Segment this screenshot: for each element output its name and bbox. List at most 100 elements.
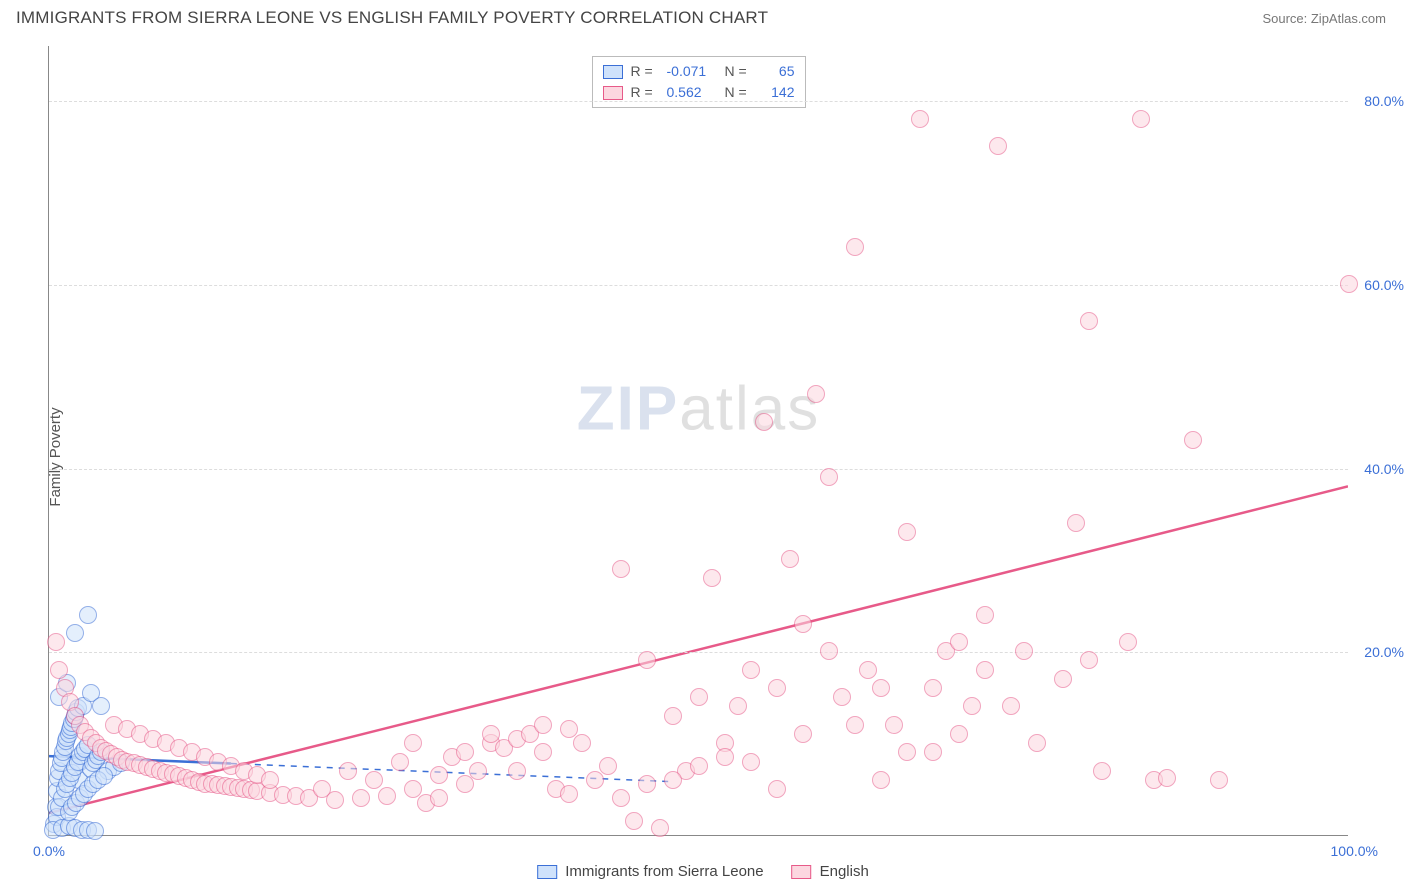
data-point-english [1067,514,1085,532]
data-point-english [872,679,890,697]
data-point-english [794,615,812,633]
data-point-sierra_leone [92,697,110,715]
data-point-english [391,753,409,771]
legend-swatch [537,865,557,879]
watermark: ZIPatlas [577,373,820,444]
y-tick-label: 60.0% [1364,277,1404,293]
data-point-english [365,771,383,789]
data-point-english [898,523,916,541]
y-tick-label: 20.0% [1364,644,1404,660]
data-point-english [742,661,760,679]
data-point-english [820,468,838,486]
legend-stat-row-sierra_leone: R = -0.071 N = 65 [603,61,795,82]
data-point-sierra_leone [66,624,84,642]
legend-r-label: R = [631,82,659,103]
data-point-english [1184,431,1202,449]
legend-swatch [603,86,623,100]
data-point-english [534,743,552,761]
data-point-english [963,697,981,715]
gridline [49,652,1348,653]
data-point-english [456,775,474,793]
series-legend: Immigrants from Sierra Leone English [537,863,869,880]
data-point-english [508,762,526,780]
x-tick-min: 0.0% [33,843,65,859]
data-point-english [430,789,448,807]
legend-swatch [792,865,812,879]
legend-n-value: 142 [761,82,795,103]
data-point-english [846,716,864,734]
data-point-english [1210,771,1228,789]
data-point-english [703,569,721,587]
y-tick-label: 80.0% [1364,93,1404,109]
data-point-english [651,819,669,837]
data-point-english [638,775,656,793]
data-point-english [989,137,1007,155]
legend-n-value: 65 [761,61,795,82]
x-tick-max: 100.0% [1331,843,1378,859]
legend-r-label: R = [631,61,659,82]
data-point-english [1002,697,1020,715]
data-point-english [404,734,422,752]
legend-stat-row-english: R =0.562N =142 [603,82,795,103]
data-point-english [690,757,708,775]
data-point-sierra_leone [95,767,113,785]
data-point-sierra_leone [86,822,104,840]
data-point-english [339,762,357,780]
data-point-english [612,789,630,807]
data-point-english [261,771,279,789]
data-point-english [664,707,682,725]
gridline [49,101,1348,102]
data-point-english [664,771,682,789]
data-point-english [1158,769,1176,787]
data-point-english [560,785,578,803]
data-point-english [586,771,604,789]
data-point-english [612,560,630,578]
data-point-english [690,688,708,706]
data-point-english [625,812,643,830]
chart-container: Family Poverty ZIPatlas 0.0% 100.0% R =-… [0,32,1406,882]
legend-item-sierra_leone: Immigrants from Sierra Leone [537,863,763,880]
data-point-english [924,679,942,697]
legend-r-value: 0.562 [667,82,717,103]
legend-n-label: N = [725,61,753,82]
data-point-english [820,642,838,660]
data-point-english [573,734,591,752]
legend-swatch [603,65,623,79]
gridline [49,469,1348,470]
data-point-english [794,725,812,743]
data-point-english [872,771,890,789]
data-point-english [716,748,734,766]
data-point-english [807,385,825,403]
data-point-english [846,238,864,256]
gridline [49,285,1348,286]
data-point-english [1093,762,1111,780]
data-point-english [768,679,786,697]
legend-item-english: English [792,863,869,880]
legend-label: Immigrants from Sierra Leone [565,863,763,880]
data-point-english [1080,312,1098,330]
data-point-english [898,743,916,761]
trend-lines [49,46,1348,835]
data-point-english [1340,275,1358,293]
legend-r-value: -0.071 [667,61,717,82]
data-point-english [638,651,656,669]
data-point-english [1132,110,1150,128]
legend-label: English [820,863,869,880]
data-point-english [469,762,487,780]
data-point-english [599,757,617,775]
data-point-english [729,697,747,715]
data-point-english [47,633,65,651]
data-point-english [482,725,500,743]
data-point-english [859,661,877,679]
data-point-english [1015,642,1033,660]
data-point-english [768,780,786,798]
data-point-english [430,766,448,784]
data-point-english [755,413,773,431]
data-point-english [950,633,968,651]
data-point-english [911,110,929,128]
data-point-english [456,743,474,761]
data-point-english [1080,651,1098,669]
data-point-english [833,688,851,706]
data-point-english [976,661,994,679]
data-point-english [352,789,370,807]
